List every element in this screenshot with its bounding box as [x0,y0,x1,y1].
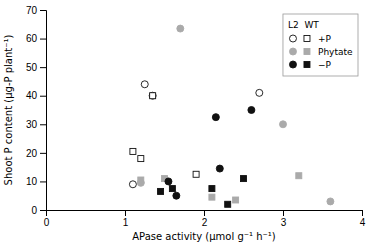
point [280,121,287,128]
axis-line [40,11,47,211]
x-axis-title: APase activity (μmol g⁻¹ h⁻¹) [132,231,276,242]
tick: 40 [26,90,46,101]
chart: 01234010203040506070L2 WT+PPhytate−PAPas… [0,0,374,244]
tick-label: 70 [26,5,38,16]
series [129,81,262,188]
tick-label: 20 [26,148,38,159]
legend-marker [289,48,296,55]
tick-mark [40,10,46,11]
tick-label: 3 [281,217,287,228]
point [158,188,164,194]
tick-mark [40,124,46,125]
tick: 4 [360,210,366,228]
tick: 0 [31,205,46,216]
point [216,165,223,172]
point [173,192,180,199]
tick-mark [40,39,46,40]
axis-line [47,211,363,217]
point [225,201,231,207]
legend: L2 WT +P Phytate −P [283,14,358,76]
point [327,198,334,205]
tick: 30 [26,119,46,130]
legend-title: L2 WT [288,20,319,30]
y-axis-title: Shoot P content (μg-P plant⁻¹) [3,34,14,185]
series [130,93,199,178]
tick-mark [125,210,126,216]
point [248,107,255,114]
tick-mark [362,210,363,216]
point [150,93,156,99]
point [212,114,219,121]
point [138,156,144,162]
legend-marker [289,61,296,68]
point [209,186,215,192]
tick: 50 [26,62,46,73]
point [177,25,184,32]
tick-label: 10 [26,176,38,187]
tick: 70 [26,5,46,16]
tick-label: 2 [202,217,208,228]
legend-marker [304,62,310,68]
legend-marker [304,49,310,55]
point [233,197,239,203]
tick: 60 [26,33,46,44]
series [165,107,255,200]
tick: 0 [44,210,50,228]
tick-label: 4 [360,217,366,228]
point [193,171,199,177]
point [149,92,156,99]
tick-label: 0 [44,217,50,228]
tick-label: 30 [26,119,38,130]
legend-label: Phytate [318,47,353,57]
point [165,178,172,185]
legend-marker [304,36,310,42]
tick-label: 40 [26,90,38,101]
tick-mark [40,181,46,182]
tick: 10 [26,176,46,187]
series [158,176,247,208]
legend-marker [289,35,296,42]
x-axis: 0 1 2 3 4 [44,210,366,228]
point [169,186,175,192]
plot: 01234010203040506070L2 WT+PPhytate−P [26,5,366,228]
point [256,89,263,96]
point [129,181,136,188]
point [209,194,215,200]
tick-mark [204,210,205,216]
point [296,173,302,179]
tick: 1 [123,210,129,228]
series [137,25,334,205]
tick-label: 60 [26,33,38,44]
tick-mark [40,67,46,68]
tick-label: 0 [31,205,37,216]
legend-label: +P [318,34,332,44]
tick-label: 50 [26,62,38,73]
tick-mark [40,210,46,211]
point [138,177,144,183]
y-axis: 0 10 20 30 40 50 60 70 [26,5,47,216]
tick-label: 1 [123,217,129,228]
tick: 20 [26,148,46,159]
tick-mark [40,96,46,97]
tick-mark [40,153,46,154]
tick-mark [283,210,284,216]
point [241,176,247,182]
legend-frame [283,14,358,76]
series [138,173,302,203]
tick: 2 [202,210,208,228]
legend-label: −P [318,60,332,70]
point [130,148,136,154]
tick: 3 [281,210,287,228]
point [141,81,148,88]
